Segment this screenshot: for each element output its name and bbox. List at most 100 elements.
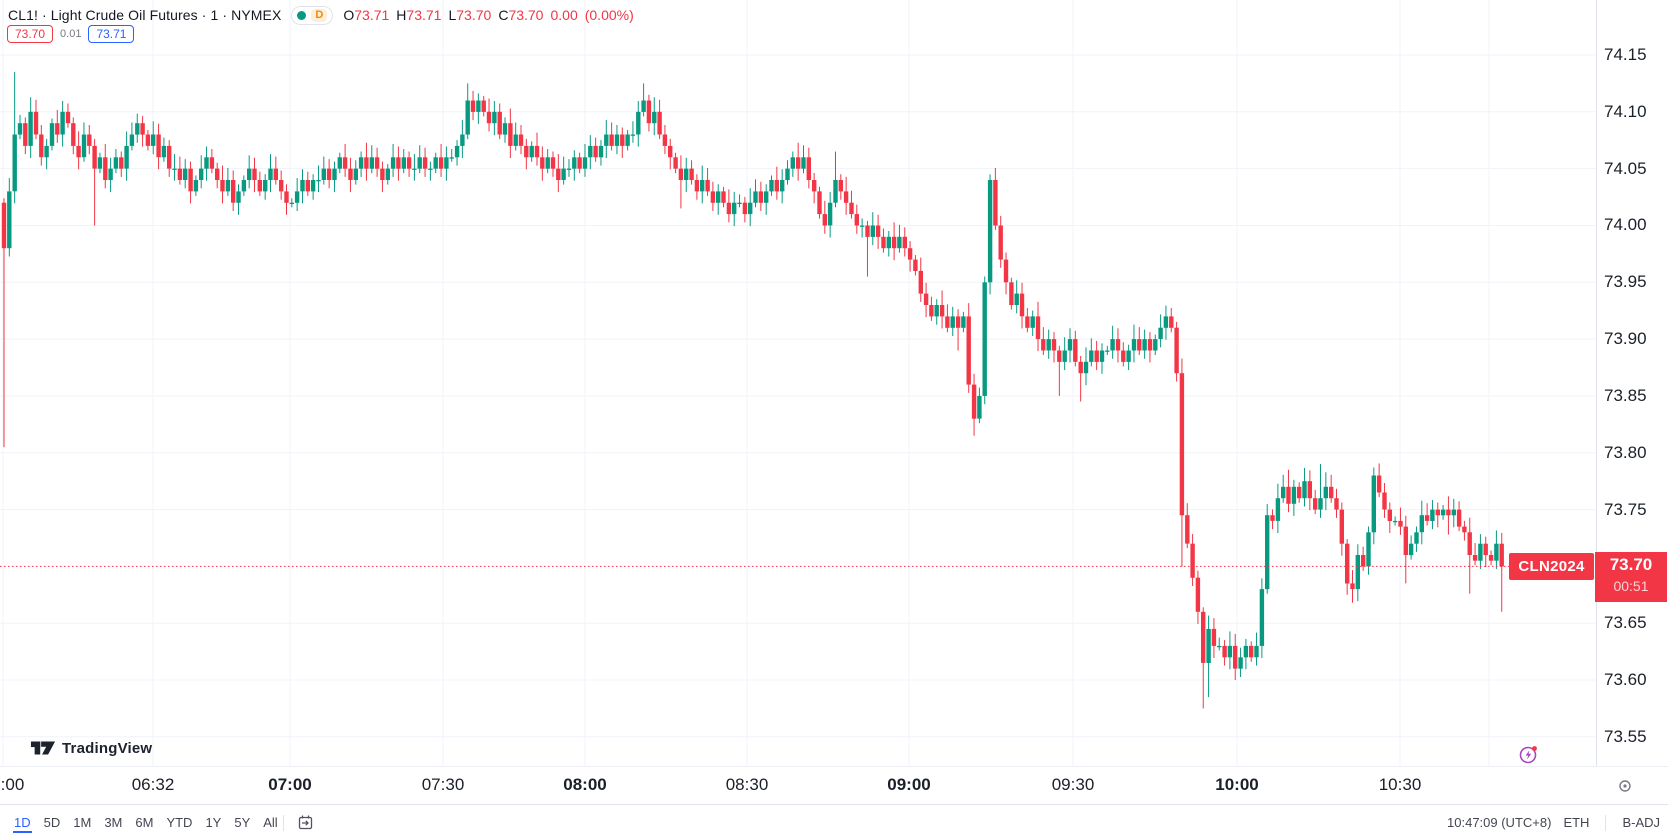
candle <box>113 149 119 174</box>
candle <box>694 174 700 200</box>
candle <box>81 122 87 162</box>
candle <box>1430 500 1435 530</box>
candle <box>284 184 289 215</box>
candle <box>545 149 550 174</box>
calendar-icon <box>298 815 312 830</box>
candle <box>1014 280 1019 314</box>
candle <box>566 159 572 177</box>
candle <box>406 151 412 177</box>
tradingview-logo[interactable]: TradingView <box>30 739 152 757</box>
candle <box>801 145 806 174</box>
range-button-5y[interactable]: 5Y <box>234 814 251 830</box>
candle <box>348 157 353 193</box>
time-axis[interactable]: 06:00 06:32 07:00 07:30 08:00 08:30 09:00 09:30… <box>0 766 1668 805</box>
range-button-1m[interactable]: 1M <box>73 814 92 830</box>
change-percent: (0.00%) <box>584 7 634 23</box>
candle <box>582 144 588 177</box>
candle <box>449 149 454 162</box>
candle <box>1035 301 1041 352</box>
candle <box>279 170 284 200</box>
candle <box>817 186 822 219</box>
candle <box>1313 489 1318 515</box>
candle <box>289 198 294 208</box>
candle <box>337 152 342 174</box>
clock-timezone-button[interactable]: 10:47:09 (UTC+8) <box>1447 815 1552 830</box>
candle <box>870 212 875 246</box>
candle <box>1009 277 1014 310</box>
candle <box>673 152 678 174</box>
axis-settings-icon[interactable] <box>1618 779 1632 793</box>
range-button-all[interactable]: All <box>263 814 278 830</box>
candle <box>1158 314 1163 348</box>
session-toggle[interactable]: ETH <box>1563 815 1590 830</box>
contract-price-label: CLN2024 <box>1509 553 1594 580</box>
candle <box>1494 530 1499 569</box>
candle <box>241 175 247 196</box>
candle <box>614 125 620 155</box>
candle <box>199 155 204 189</box>
candle <box>897 224 902 253</box>
candle <box>1392 516 1398 526</box>
candle <box>23 117 28 155</box>
candle <box>1249 641 1254 662</box>
goto-date-button[interactable] <box>297 814 314 831</box>
candle <box>385 164 390 185</box>
bid-price-button[interactable]: 73.70 <box>7 25 54 43</box>
candle <box>774 166 779 200</box>
candle <box>55 109 60 143</box>
candle <box>1440 505 1446 520</box>
range-button-6m[interactable]: 6M <box>135 814 154 830</box>
range-button-1y[interactable]: 1Y <box>205 814 222 830</box>
candle <box>748 188 753 227</box>
candle <box>247 155 252 189</box>
candle <box>1073 330 1078 367</box>
range-button-ytd[interactable]: YTD <box>166 814 193 830</box>
range-button-5d[interactable]: 5D <box>43 814 61 830</box>
candle <box>1179 358 1185 567</box>
candle <box>1334 488 1339 518</box>
candle <box>1115 328 1121 363</box>
candle <box>177 156 183 185</box>
candle <box>33 99 39 140</box>
candle <box>49 118 55 151</box>
date-range-switcher: 1D 5D 1M 3M 6M YTD 1Y 5Y All <box>0 813 279 833</box>
candle <box>929 296 934 321</box>
open-label: O <box>343 7 355 23</box>
candle <box>652 97 657 136</box>
candle <box>1387 502 1392 533</box>
quick-actions-button[interactable] <box>1519 745 1539 765</box>
price-axis[interactable]: 73.70 00:51 74.15 74.10 74.05 74.00 73.95 73.… <box>1595 0 1668 804</box>
candle <box>438 144 444 177</box>
candle <box>145 130 151 151</box>
candle <box>785 160 790 185</box>
candle <box>65 103 71 128</box>
grid-layer <box>0 0 1596 766</box>
ask-price-button[interactable]: 73.71 <box>88 25 135 43</box>
range-button-3m[interactable]: 3M <box>104 814 123 830</box>
candle <box>822 200 827 234</box>
candle <box>1376 463 1382 498</box>
adjustment-toggle[interactable]: B-ADJ <box>1622 815 1660 830</box>
chart-canvas[interactable] <box>0 0 1596 766</box>
candle <box>742 196 748 223</box>
symbol-title[interactable]: CL1! · Light Crude Oil Futures · 1 · NYM… <box>8 7 282 23</box>
bottom-toolbar: 1D 5D 1M 3M 6M YTD 1Y 5Y All 10:47:09 (UTC+8) ET… <box>0 804 1668 840</box>
market-status-pill[interactable]: D <box>291 5 334 25</box>
candle <box>1131 324 1137 363</box>
candle <box>1243 638 1249 670</box>
candle <box>1323 472 1328 511</box>
candle <box>827 191 833 238</box>
candle <box>891 222 897 261</box>
range-button-1d[interactable]: 1D <box>13 813 32 833</box>
delayed-data-badge[interactable]: D <box>311 8 328 22</box>
candle <box>1201 607 1206 709</box>
candle <box>939 290 945 329</box>
candle <box>641 83 646 117</box>
candle <box>668 138 673 170</box>
candle <box>705 168 710 196</box>
candle <box>1451 498 1456 528</box>
candle <box>481 95 486 117</box>
candle <box>263 174 268 200</box>
candle <box>28 97 33 158</box>
time-axis-label: 07:30 <box>421 775 465 794</box>
